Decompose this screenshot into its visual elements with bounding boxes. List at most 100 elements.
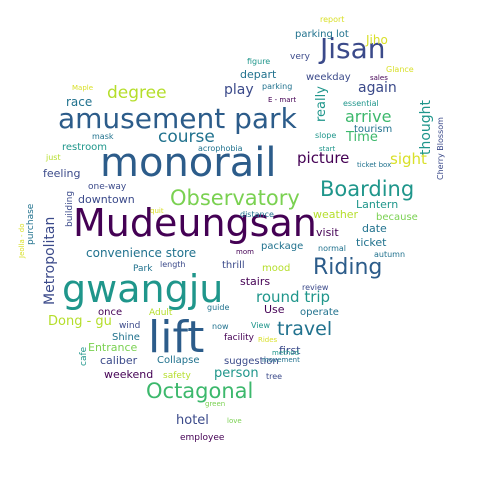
word-arrive: arrive	[345, 107, 391, 126]
word-very: very	[290, 52, 311, 62]
word-sales: sales	[370, 74, 388, 82]
word-mood: mood	[262, 263, 290, 274]
word-play: play	[224, 82, 254, 98]
word-building: building	[65, 191, 75, 227]
word-report: report	[320, 15, 344, 24]
word-picture: picture	[297, 149, 349, 167]
word-quit: quit	[150, 207, 164, 215]
word-boarding: Boarding	[320, 177, 414, 201]
word-lift: lift	[148, 312, 204, 363]
word-tourism: tourism	[354, 124, 392, 135]
word-jeolla-do: Jeolla - do	[18, 223, 26, 259]
word-view: View	[251, 321, 270, 330]
word-weather: weather	[313, 208, 359, 221]
word-metropolitan: Metropolitan	[42, 217, 58, 305]
word-convenience-store: convenience store	[86, 246, 196, 260]
word-downtown: downtown	[78, 193, 135, 206]
word-safety: safety	[163, 371, 191, 381]
word-stairs: stairs	[240, 275, 270, 288]
word-caliber: caliber	[100, 354, 138, 367]
word-suggestion: suggestion	[224, 356, 279, 367]
word-degree: degree	[107, 83, 167, 103]
word-acrophobia: acrophobia	[198, 144, 243, 153]
word-ticket: ticket	[356, 236, 387, 249]
word-date: date	[362, 222, 387, 235]
word-round-trip: round trip	[256, 288, 330, 306]
word-glance: Glance	[386, 65, 414, 74]
word-essential: essential	[343, 99, 379, 108]
word-parking: parking	[262, 82, 292, 91]
word-adult: Adult	[149, 308, 173, 318]
word-octagonal: Octagonal	[146, 379, 253, 403]
word-depart: depart	[240, 68, 277, 81]
word-travel: travel	[277, 318, 332, 340]
word-facility: facility	[224, 333, 255, 343]
word-one-way: one-way	[88, 182, 127, 192]
word-movement: movement	[262, 356, 300, 364]
word-mudeungsan: Mudeungsan	[73, 201, 317, 245]
word-tree: tree	[266, 372, 282, 381]
word-person: person	[214, 366, 259, 381]
word-again: again	[358, 80, 397, 96]
word-park: Park	[133, 264, 153, 274]
word-gwangju: gwangju	[62, 267, 223, 311]
word-autumn: autumn	[374, 250, 405, 259]
word-sight: sight	[390, 150, 427, 168]
word-once: once	[98, 307, 122, 318]
word-cafe: cafe	[79, 346, 89, 366]
word-riding: Riding	[313, 255, 382, 280]
word-jisan: Jisan	[318, 32, 386, 65]
word-really: really	[314, 86, 329, 122]
word-now: now	[212, 322, 229, 331]
word-length: length	[160, 260, 186, 269]
word-thrill: thrill	[222, 260, 245, 271]
word-weekend: weekend	[104, 368, 153, 381]
word-jiho: Jiho	[365, 33, 388, 47]
word-use: Use	[264, 303, 285, 316]
word-dong-gu: Dong - gu	[48, 314, 112, 329]
word-operate: operate	[300, 307, 339, 318]
word-race: race	[66, 95, 92, 109]
word-hotel: hotel	[176, 413, 209, 428]
word-mom: mom	[236, 248, 254, 256]
word-purchase: purchase	[26, 203, 36, 245]
word-observatory: Observatory	[170, 186, 300, 210]
word-method: method	[272, 349, 299, 357]
word-e-mart: E - mart	[268, 96, 296, 104]
word-slope: slope	[315, 131, 336, 140]
word-wind: wind	[119, 321, 140, 331]
word-parking-lot: parking lot	[295, 29, 349, 40]
word-because: because	[376, 212, 418, 223]
word-lantern: Lantern	[356, 198, 398, 211]
word-course: course	[158, 127, 215, 147]
word-time: Time	[345, 130, 378, 145]
word-mask: mask	[92, 132, 114, 141]
word-distance: distance	[240, 210, 274, 219]
word-start: start	[319, 145, 336, 153]
word-entrance: Entrance	[88, 341, 138, 354]
word-feeling: feeling	[43, 167, 80, 180]
word-thought: thought	[418, 99, 434, 155]
word-green: green	[205, 400, 225, 408]
word-first: first	[279, 344, 301, 357]
word-figure: figure	[247, 57, 270, 66]
word-amusement-park: amusement park	[58, 102, 298, 135]
word-just: just	[45, 153, 61, 162]
word-guide: guide	[207, 303, 229, 312]
word-monorail: monorail	[100, 140, 276, 186]
word-love: love	[227, 417, 242, 425]
word-cherry-blossom: Cherry Blossom	[436, 117, 445, 180]
word-ticket-box: ticket box	[357, 161, 391, 169]
word-weekday: weekday	[306, 72, 351, 83]
word-visit: visit	[316, 226, 339, 239]
word-shine: Shine	[112, 332, 140, 343]
word-employee: employee	[180, 433, 225, 443]
word-maple: Maple	[72, 84, 93, 92]
word-rides: Rides	[258, 336, 278, 344]
word-normal: normal	[318, 244, 346, 253]
word-restroom: restroom	[62, 142, 107, 153]
word-collapse: Collapse	[157, 355, 200, 366]
word-package: package	[261, 241, 303, 252]
word-review: review	[302, 283, 329, 292]
